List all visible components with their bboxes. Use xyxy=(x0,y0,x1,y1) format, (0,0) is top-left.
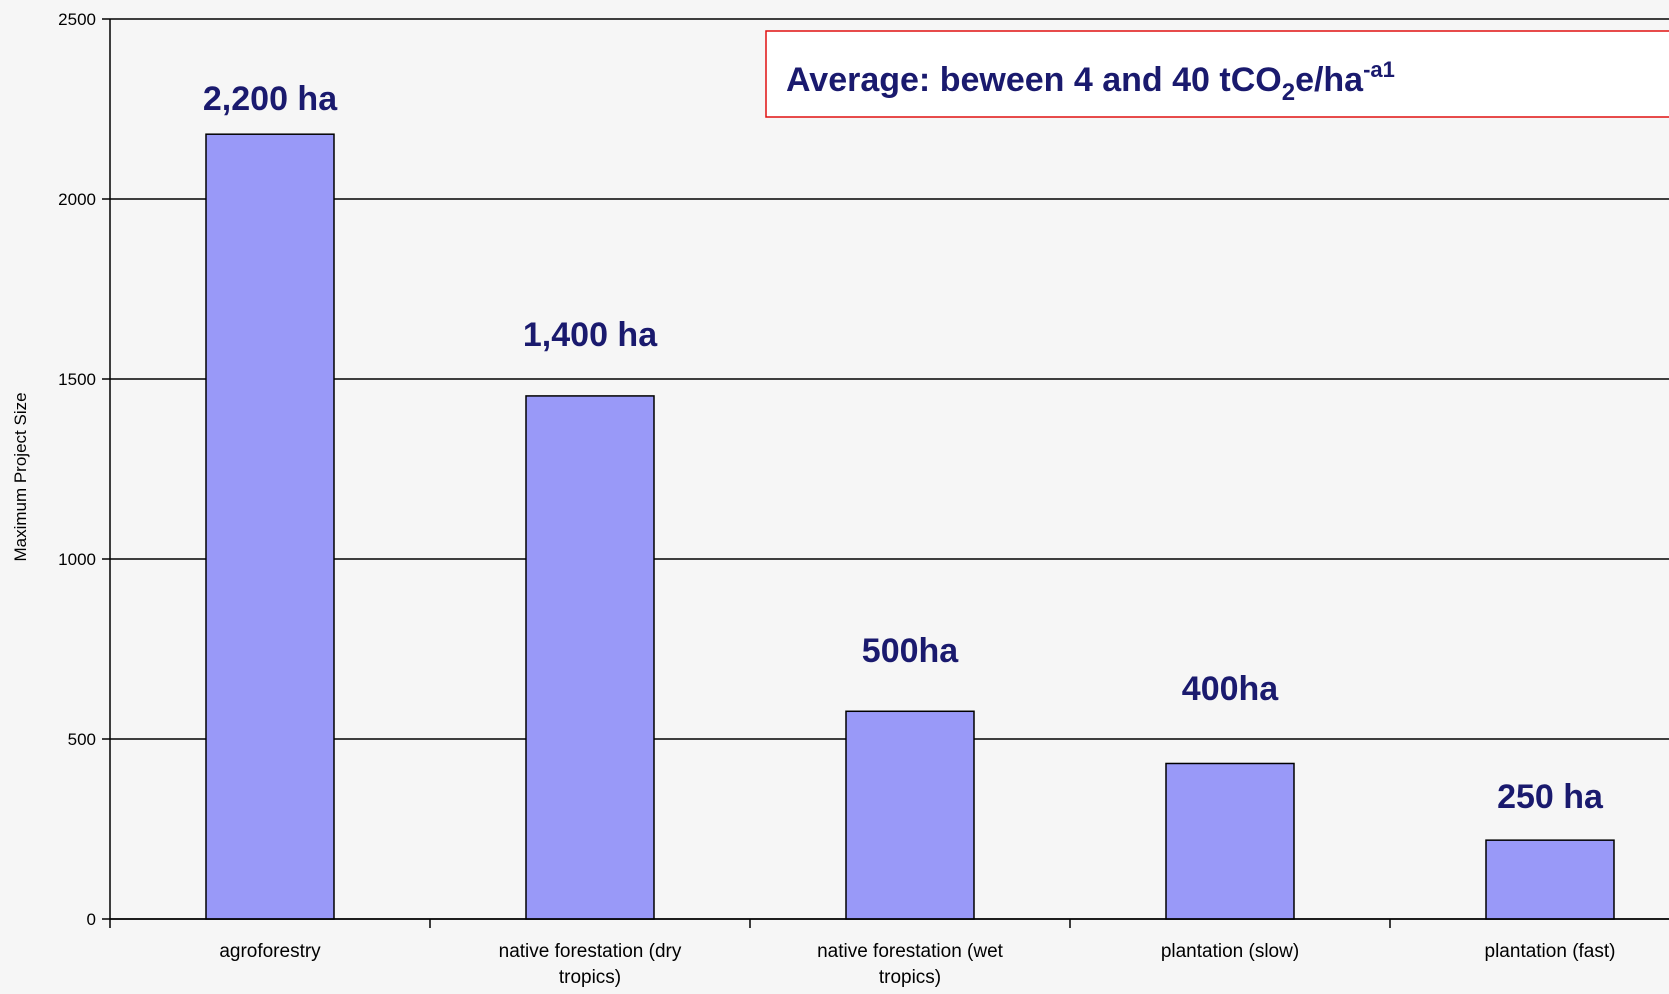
x-tick-label: native forestation (wet tropics) xyxy=(817,941,1003,988)
bar xyxy=(845,710,975,920)
bar xyxy=(525,395,655,920)
value-annotation: 2,200 ha xyxy=(203,80,338,118)
x-tick-label: native forestation (dry tropics) xyxy=(498,941,682,988)
note-part: e/ha xyxy=(1295,61,1364,99)
y-tick-label: 1500 xyxy=(58,370,96,389)
value-annotation: 500ha xyxy=(862,632,959,670)
y-axis-label: Maximum Project Size xyxy=(11,392,30,561)
y-tick-label: 0 xyxy=(87,910,96,929)
y-tick-label: 2000 xyxy=(58,190,96,209)
bar xyxy=(1165,762,1295,920)
y-tick-label: 2500 xyxy=(58,10,96,29)
x-tick-label: agroforestry xyxy=(219,941,321,962)
note-subscript: 2 xyxy=(1282,79,1295,106)
note-box xyxy=(765,30,1669,118)
bar xyxy=(1485,839,1615,920)
value-annotation: 250 ha xyxy=(1497,778,1604,816)
note-part: Average: beween 4 and 40 tCO xyxy=(786,61,1282,99)
value-annotation: 1,400 ha xyxy=(523,316,658,354)
y-tick-label: 1000 xyxy=(58,550,96,569)
x-tick-label: plantation (slow) xyxy=(1160,941,1300,962)
x-tick-label: plantation (fast) xyxy=(1484,941,1616,962)
bar xyxy=(205,133,335,920)
note-text: Average: beween 4 and 40 tCO2e/ha-a1 xyxy=(786,57,1395,106)
value-annotation: 400ha xyxy=(1182,670,1279,708)
y-tick-label: 500 xyxy=(68,730,96,749)
note-superscript: -a1 xyxy=(1363,57,1395,82)
